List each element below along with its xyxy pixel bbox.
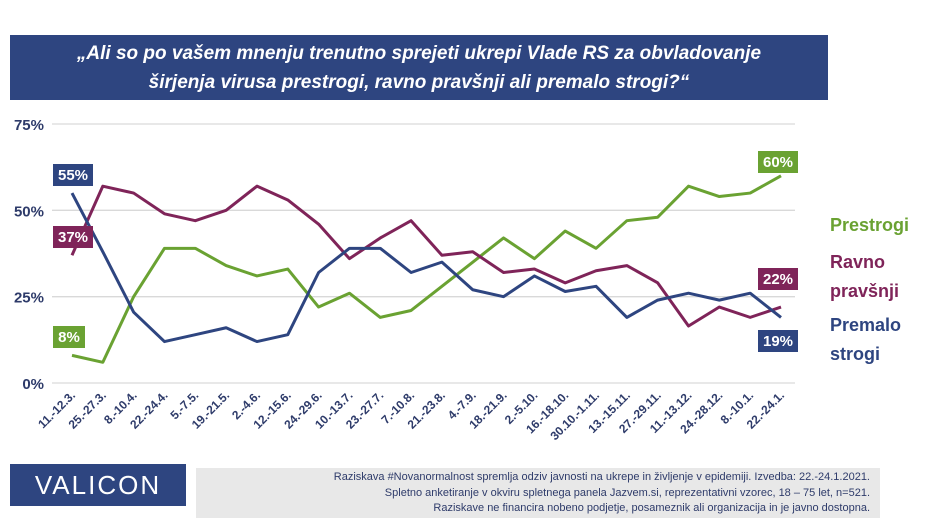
data-label: 8% — [58, 329, 80, 346]
data-label: 60% — [763, 154, 793, 171]
footnote-line: Raziskava #Novanormalnost spremlja odziv… — [333, 471, 870, 483]
series-line — [70, 184, 782, 328]
data-label: 55% — [58, 167, 88, 184]
legend-ravno-pravsnji: Ravno pravšnji — [830, 248, 899, 306]
data-label-box — [53, 164, 93, 186]
valicon-logo: VALICON — [10, 464, 186, 506]
y-tick-label: 25% — [14, 290, 44, 307]
legend-label: strogi — [830, 344, 881, 364]
data-label: 37% — [58, 229, 88, 246]
data-label-box — [758, 151, 798, 173]
footnote-line: Spletno anketiranje v okviru spletnega p… — [384, 486, 870, 499]
data-label-box — [758, 330, 798, 352]
legend-label: Prestrogi — [830, 215, 910, 235]
series-line — [71, 174, 782, 364]
data-label: 19% — [763, 333, 793, 350]
title-line-2: širjenja virusa prestrogi, ravno pravšnj… — [148, 71, 690, 93]
title-line-1: „Ali so po vašem mnenju trenutno sprejet… — [76, 42, 762, 64]
series-line — [70, 192, 782, 344]
y-tick-label: 0% — [22, 376, 44, 393]
legend-prestrogi: Prestrogi — [830, 211, 909, 240]
data-label: 22% — [763, 271, 793, 288]
data-label-box — [758, 268, 798, 290]
footnote-line: Raziskave ne financira nobeno podjetje, … — [433, 502, 870, 514]
legend-label: Ravno — [830, 252, 886, 272]
data-label-box — [53, 226, 93, 248]
y-tick-label: 75% — [14, 117, 44, 134]
line-chart: 0%25%50%75%11.-12.3.25.-27.3.8.-10.4.22.… — [14, 117, 798, 443]
legend-label: pravšnji — [830, 281, 900, 301]
legend-premalo-strogi: Premalo strogi — [830, 311, 901, 369]
data-label-box — [53, 326, 85, 348]
footnote: Raziskava #Novanormalnost spremlja odziv… — [196, 468, 880, 518]
y-tick-label: 50% — [14, 203, 44, 220]
chart-title: „Ali so po vašem mnenju trenutno sprejet… — [10, 35, 828, 100]
legend-label: Premalo — [830, 315, 902, 335]
